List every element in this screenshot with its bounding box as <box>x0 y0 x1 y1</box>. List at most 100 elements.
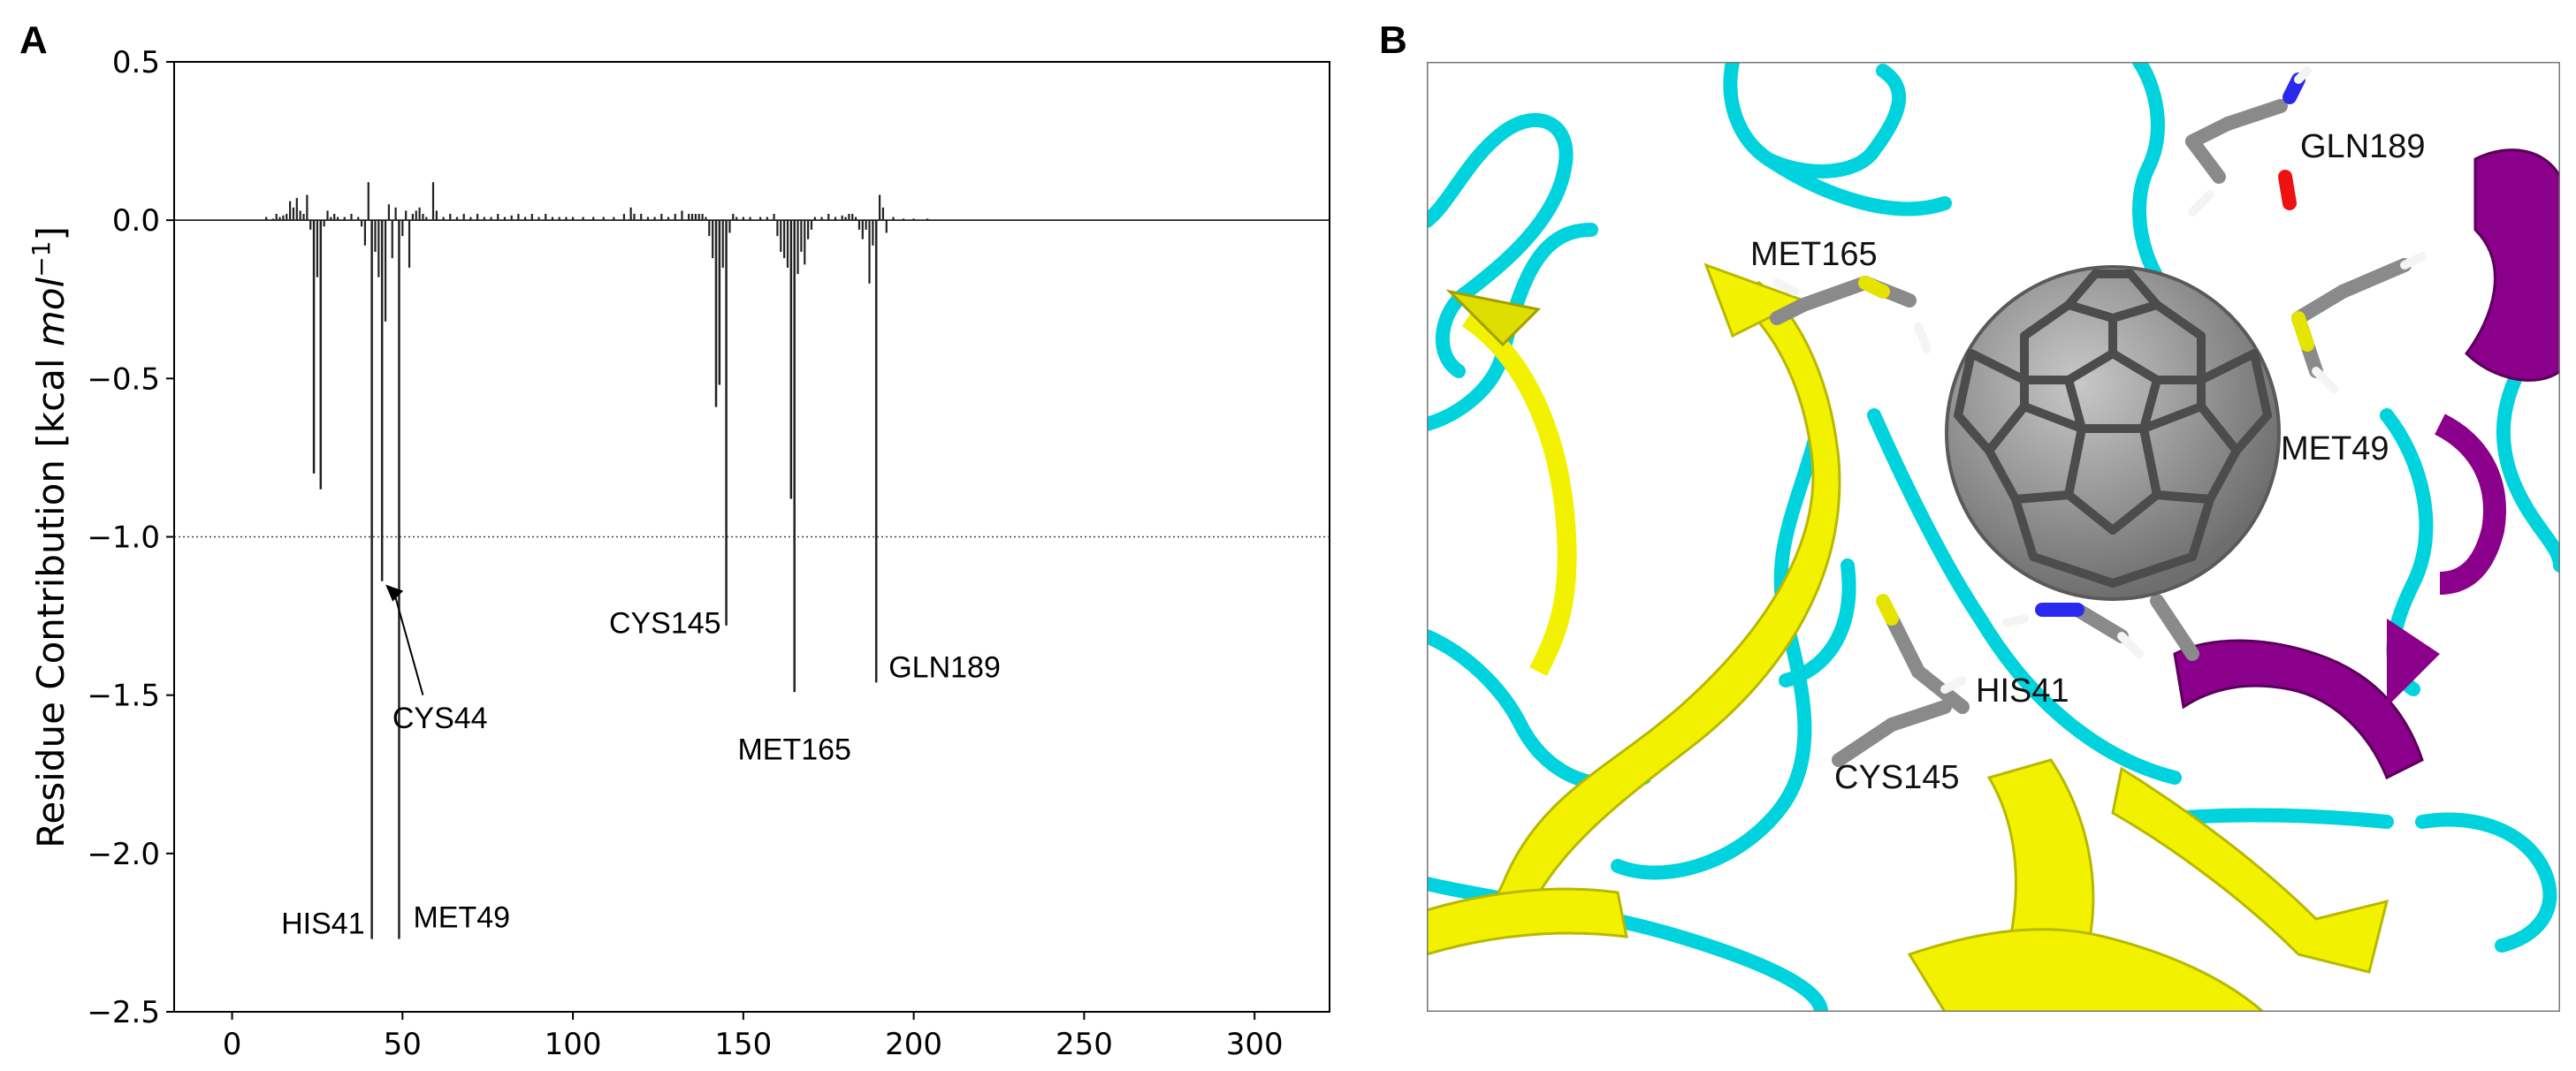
bar-residue-26 <box>319 220 323 490</box>
annotation-gln189: GLN189 <box>888 650 1001 684</box>
label-met165: MET165 <box>1750 236 1878 273</box>
x-tick-label: 250 <box>1056 1027 1113 1062</box>
bar-residue-186 <box>865 220 867 230</box>
bar-residue-177 <box>834 216 837 221</box>
bar-residue-182 <box>851 214 854 221</box>
x-tick-label: 50 <box>384 1027 422 1062</box>
bar-residue-143 <box>718 220 721 385</box>
bar-residue-39 <box>363 220 367 246</box>
y-tick-label: −2.0 <box>87 837 160 872</box>
bar-residue-16 <box>286 214 288 221</box>
x-tick-label: 0 <box>223 1027 242 1062</box>
bar-residue-145 <box>725 220 728 626</box>
bar-residue-192 <box>885 220 888 233</box>
bar-residue-122 <box>646 216 650 221</box>
bar-residue-72 <box>476 214 479 221</box>
bar-residue-160 <box>776 220 779 237</box>
bar-residue-66 <box>455 216 459 221</box>
bar-residue-41 <box>370 220 373 939</box>
bar-residue-150 <box>742 216 744 221</box>
bar-residue-52 <box>408 220 411 268</box>
bar-residue-144 <box>721 220 724 268</box>
bar-residue-48 <box>394 207 397 221</box>
bar-residue-117 <box>629 207 632 221</box>
bar-residue-126 <box>660 214 663 221</box>
bar-residue-141 <box>712 220 714 259</box>
x-tick-label: 150 <box>714 1027 772 1062</box>
bar-residue-115 <box>622 214 626 221</box>
y-tick-label: −1.0 <box>87 520 160 556</box>
bar-residue-56 <box>422 214 424 221</box>
bar-residue-62 <box>442 216 445 221</box>
residue-contribution-chart: 0.5 0.0 −0.5 −1.0 −1.5 −2.0 −2.5 0 50 100 150 200 2… <box>27 45 1330 1062</box>
bar-residue-135 <box>690 214 694 221</box>
bar-residue-55 <box>418 207 421 221</box>
bar-residue-169 <box>807 220 810 239</box>
bar-residue-92 <box>545 214 547 221</box>
bar-residue-112 <box>613 216 615 221</box>
bar-residue-106 <box>592 216 595 221</box>
x-axis-ticks: 0 50 100 150 200 250 300 <box>223 1012 1284 1062</box>
bar-residue-50 <box>401 220 404 237</box>
bar-residue-21 <box>302 214 305 221</box>
bar-residue-148 <box>735 216 738 221</box>
bar-residue-78 <box>497 214 499 221</box>
bar-residue-10 <box>265 216 268 221</box>
bar-residue-49 <box>398 220 400 939</box>
bar-residue-74 <box>483 216 485 221</box>
bar-residue-94 <box>551 216 554 221</box>
x-tick-label: 300 <box>1226 1027 1284 1062</box>
bar-residue-147 <box>732 214 735 221</box>
annotation-arrow-line <box>393 593 424 695</box>
bar-residue-175 <box>827 214 830 221</box>
y-tick-label: 0.0 <box>112 203 160 239</box>
bar-residue-191 <box>881 207 885 221</box>
bar-residue-128 <box>667 216 670 221</box>
bar-residue-165 <box>793 220 796 693</box>
bar-residue-53 <box>411 214 414 221</box>
bar-residue-24 <box>312 220 316 474</box>
annotation-met49: MET49 <box>413 901 510 935</box>
bar-residue-170 <box>810 220 813 230</box>
bar-residue-109 <box>602 216 605 221</box>
beta-sheet-strands <box>1427 262 2389 1012</box>
bar-residue-12 <box>271 218 274 221</box>
annotation-arrow-head <box>385 584 404 602</box>
bar-residue-162 <box>783 220 786 259</box>
label-met49: MET49 <box>2281 430 2389 467</box>
y-tick-label: −2.5 <box>87 995 160 1030</box>
bar-residue-168 <box>804 220 806 265</box>
bar-residue-38 <box>360 220 363 227</box>
bar-residue-185 <box>861 220 864 239</box>
bar-series <box>265 182 929 939</box>
bar-residue-200 <box>912 218 915 221</box>
bar-residue-54 <box>415 210 417 221</box>
bar-residue-90 <box>537 216 540 221</box>
bar-residue-159 <box>773 214 775 221</box>
bar-residue-46 <box>387 204 390 221</box>
bar-residue-163 <box>786 220 789 268</box>
residue-sticks <box>1770 66 2427 767</box>
bar-residue-82 <box>510 215 513 221</box>
bar-residue-124 <box>653 216 656 221</box>
bar-residue-171 <box>813 216 816 221</box>
protein-ligand-render: GLN189 MET165 MET49 HIS41 CYS145 <box>1427 62 2560 1012</box>
bar-residue-136 <box>694 214 697 221</box>
y-tick-label: −0.5 <box>87 361 160 397</box>
y-axis-ticks: 0.5 0.0 −0.5 −1.0 −1.5 −2.0 −2.5 <box>87 45 174 1030</box>
bar-residue-59 <box>431 182 435 221</box>
bar-residue-18 <box>292 207 295 221</box>
bar-residue-31 <box>336 216 339 221</box>
bar-residue-60 <box>435 210 438 221</box>
bar-residue-28 <box>326 210 329 221</box>
bar-residue-100 <box>571 216 575 221</box>
label-his41: HIS41 <box>1976 672 2069 710</box>
x-tick-label: 100 <box>545 1027 602 1062</box>
bar-residue-167 <box>800 220 803 252</box>
bar-residue-204 <box>926 218 929 221</box>
bar-residue-13 <box>275 214 278 221</box>
bar-residue-184 <box>857 220 861 230</box>
y-tick-label: −1.5 <box>87 679 160 714</box>
bar-residue-57 <box>425 216 428 221</box>
bar-residue-27 <box>323 220 325 227</box>
